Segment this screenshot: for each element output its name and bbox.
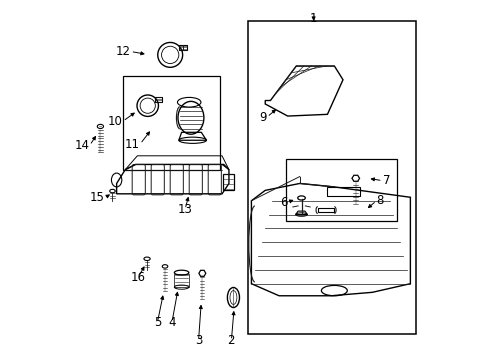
Text: 1: 1: [309, 12, 317, 25]
Text: 16: 16: [130, 271, 145, 284]
Bar: [247, 21, 415, 334]
Text: 9: 9: [259, 111, 266, 123]
Text: 4: 4: [168, 316, 175, 329]
Text: 8: 8: [376, 194, 383, 207]
Bar: [327, 187, 360, 195]
Bar: [154, 97, 162, 102]
Bar: [122, 76, 220, 170]
Text: 15: 15: [89, 192, 104, 204]
Text: 10: 10: [108, 115, 122, 128]
Text: 7: 7: [382, 174, 389, 187]
Bar: [179, 45, 187, 50]
Text: 5: 5: [153, 316, 161, 329]
Text: 14: 14: [75, 139, 89, 152]
Bar: [222, 174, 233, 190]
Text: 2: 2: [227, 334, 235, 347]
Text: 6: 6: [280, 195, 287, 208]
Text: 12: 12: [115, 45, 130, 58]
Text: 11: 11: [125, 138, 140, 150]
Text: 13: 13: [177, 203, 192, 216]
Bar: [285, 159, 396, 221]
Text: 3: 3: [194, 334, 202, 347]
